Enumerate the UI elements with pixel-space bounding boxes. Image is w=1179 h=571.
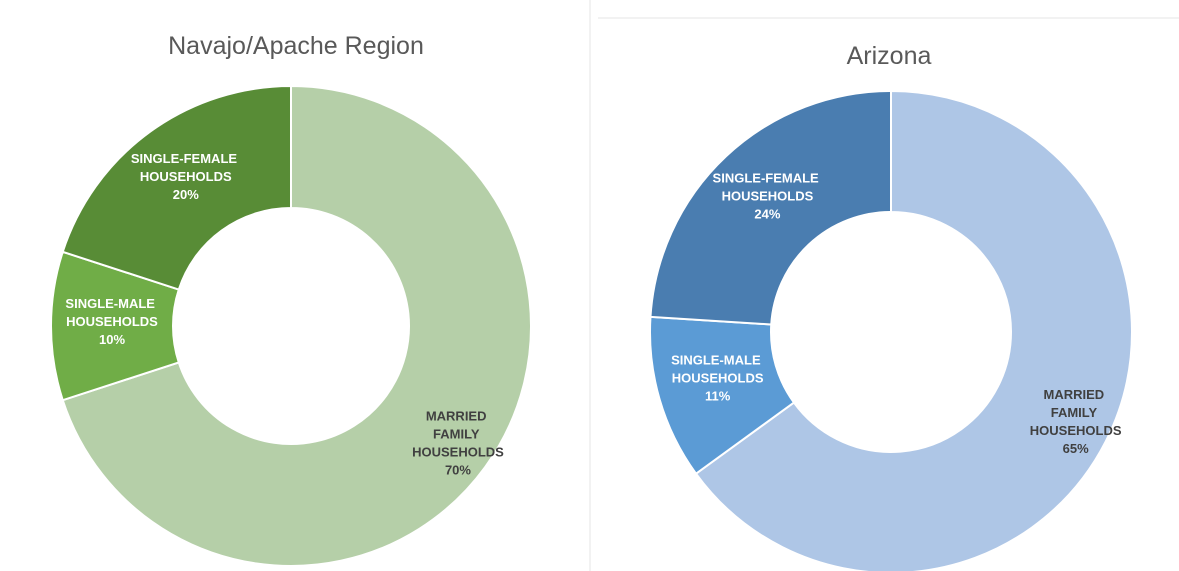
value-label: 10%: [99, 332, 125, 347]
category-label: SINGLE-MALE HOUSEHOLDS: [671, 352, 764, 385]
category-label: MARRIED FAMILY HOUSEHOLDS: [1030, 387, 1122, 438]
label-line: FAMILY: [433, 426, 483, 441]
label-line: FAMILY: [1051, 405, 1101, 420]
label-line: HOUSEHOLDS: [140, 169, 232, 184]
donut-segment: [649, 89, 892, 326]
value-label: 65%: [1063, 441, 1089, 456]
label-line: HOUSEHOLDS: [672, 370, 764, 385]
value-label: 20%: [173, 187, 199, 202]
value-label: 24%: [754, 206, 780, 221]
label-line: SINGLE-FEMALE: [713, 170, 823, 185]
label-line: HOUSEHOLDS: [722, 188, 814, 203]
donut-segment: [61, 84, 292, 291]
label-line: HOUSEHOLDS: [412, 444, 504, 459]
label-line: SINGLE-MALE: [671, 352, 764, 367]
label-line: SINGLE-FEMALE: [131, 151, 241, 166]
category-label: MARRIED FAMILY HOUSEHOLDS: [412, 408, 504, 459]
category-label: SINGLE-FEMALE HOUSEHOLDS: [131, 151, 241, 184]
chart-title: Navajo/Apache Region: [168, 32, 424, 60]
value-label: 70%: [445, 462, 471, 477]
label-line: HOUSEHOLDS: [1030, 423, 1122, 438]
label-line: HOUSEHOLDS: [66, 314, 158, 329]
label-line: SINGLE-MALE: [65, 296, 158, 311]
label-line: MARRIED: [426, 408, 490, 423]
label-line: MARRIED: [1044, 387, 1108, 402]
donut-segment: [694, 89, 1133, 571]
chart-title: Arizona: [847, 42, 932, 70]
donut-segment: [61, 84, 532, 567]
value-label: 11%: [705, 388, 731, 403]
category-label: SINGLE-FEMALE HOUSEHOLDS: [713, 170, 823, 203]
category-label: SINGLE-MALE HOUSEHOLDS: [65, 296, 158, 329]
